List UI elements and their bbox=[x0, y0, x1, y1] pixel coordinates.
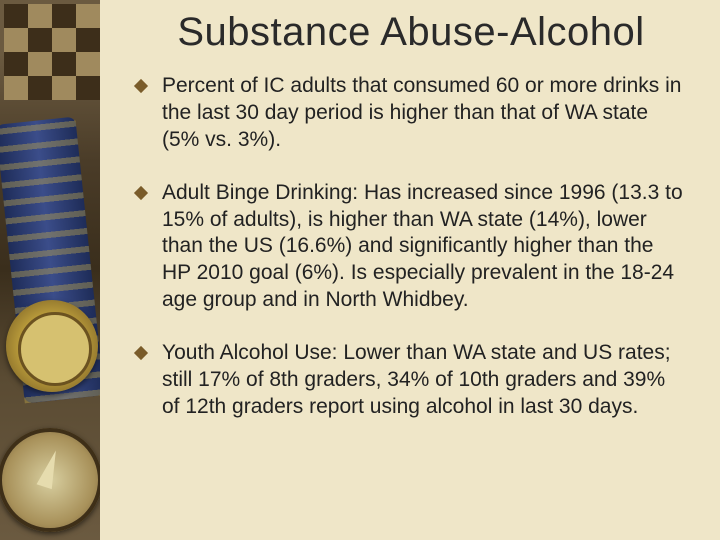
decorative-sidebar bbox=[0, 0, 100, 540]
medal-graphic bbox=[6, 300, 98, 392]
slide-content: Substance Abuse-Alcohol Percent of IC ad… bbox=[100, 0, 720, 540]
bullet-item: Youth Alcohol Use: Lower than WA state a… bbox=[134, 340, 688, 421]
bullet-list: Percent of IC adults that consumed 60 or… bbox=[134, 73, 688, 421]
slide-title: Substance Abuse-Alcohol bbox=[134, 10, 688, 55]
bullet-item: Percent of IC adults that consumed 60 or… bbox=[134, 73, 688, 154]
bullet-item: Adult Binge Drinking: Has increased sinc… bbox=[134, 180, 688, 314]
compass-graphic bbox=[0, 428, 102, 532]
